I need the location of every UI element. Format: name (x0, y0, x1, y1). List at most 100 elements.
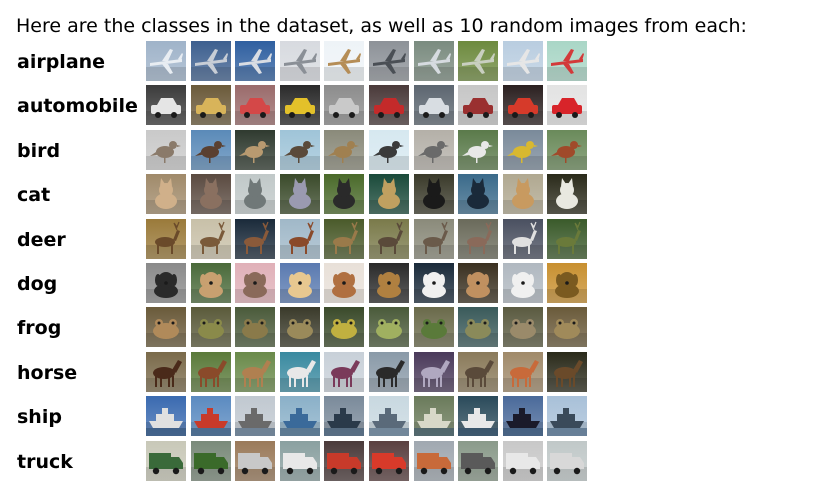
cat-icon (547, 174, 588, 215)
airplane-icon (458, 41, 499, 81)
sample-image (146, 174, 186, 215)
class-label: horse (17, 361, 78, 384)
sample-image (547, 351, 588, 392)
sample-image (235, 307, 276, 348)
car-icon (502, 85, 543, 126)
truck-icon (368, 440, 409, 481)
cat-icon (368, 174, 409, 215)
sample-image (324, 351, 365, 392)
class-label: automobile (17, 95, 138, 118)
sample-image (413, 396, 454, 437)
sample-image (235, 174, 276, 215)
ship-icon (279, 396, 320, 437)
bird-icon (235, 129, 276, 170)
bird-icon (279, 129, 320, 170)
sample-image (279, 218, 320, 259)
bird-icon (413, 129, 454, 170)
airplane-icon (547, 41, 588, 81)
airplane-icon (502, 41, 543, 81)
sample-image (413, 307, 454, 348)
sample-image (413, 174, 454, 215)
dog-icon (324, 262, 365, 303)
sample-image (502, 396, 543, 437)
dog-icon (190, 262, 231, 303)
sample-image (146, 262, 186, 303)
class-label: truck (17, 450, 73, 473)
sample-image (368, 262, 409, 303)
deer-icon (190, 218, 231, 259)
deer-icon (324, 218, 365, 259)
frog-icon (502, 307, 543, 348)
sample-image (235, 218, 276, 259)
thumbnail-strip (146, 440, 592, 481)
deer-icon (368, 218, 409, 259)
sample-image (279, 351, 320, 392)
frog-icon (368, 307, 409, 348)
ship-icon (547, 396, 588, 437)
car-icon (279, 85, 320, 126)
deer-icon (279, 218, 320, 259)
sample-image (413, 129, 454, 170)
horse-icon (235, 351, 276, 392)
frog-icon (279, 307, 320, 348)
sample-image (146, 396, 186, 437)
horse-icon (413, 351, 454, 392)
sample-image (458, 396, 499, 437)
dog-icon (502, 262, 543, 303)
sample-image (413, 440, 454, 481)
sample-image (458, 174, 499, 215)
deer-icon (547, 218, 588, 259)
sample-image (190, 129, 231, 170)
sample-image (324, 85, 365, 126)
bird-icon (324, 129, 365, 170)
frog-icon (190, 307, 231, 348)
bird-icon (502, 129, 543, 170)
sample-image (458, 440, 499, 481)
car-icon (547, 85, 588, 126)
sample-image (190, 41, 231, 81)
deer-icon (502, 218, 543, 259)
sample-image (502, 440, 543, 481)
sample-image (502, 262, 543, 303)
sample-image (235, 396, 276, 437)
sample-image (279, 129, 320, 170)
sample-image (324, 174, 365, 215)
sample-image (146, 351, 186, 392)
dog-icon (146, 262, 186, 303)
sample-image (368, 129, 409, 170)
thumbnail-strip (146, 307, 592, 348)
sample-image (458, 85, 499, 126)
class-label: frog (17, 317, 62, 340)
cat-icon (235, 174, 276, 215)
sample-image (279, 41, 320, 81)
sample-image (190, 174, 231, 215)
sample-image (190, 262, 231, 303)
airplane-icon (235, 41, 276, 81)
horse-icon (547, 351, 588, 392)
horse-icon (279, 351, 320, 392)
truck-icon (502, 440, 543, 481)
dog-icon (413, 262, 454, 303)
sample-image (324, 396, 365, 437)
sample-image (146, 307, 186, 348)
sample-image (458, 41, 499, 81)
cat-icon (146, 174, 186, 215)
sample-image (324, 41, 365, 81)
sample-image (190, 396, 231, 437)
sample-image (502, 351, 543, 392)
airplane-icon (279, 41, 320, 81)
sample-image (279, 85, 320, 126)
truck-icon (146, 440, 186, 481)
sample-image (368, 351, 409, 392)
sample-image (458, 129, 499, 170)
thumbnail-strip (146, 129, 592, 170)
frog-icon (547, 307, 588, 348)
sample-image (235, 41, 276, 81)
class-label: dog (17, 272, 58, 295)
sample-image (368, 218, 409, 259)
sample-image (547, 396, 588, 437)
sample-image (368, 85, 409, 126)
dog-icon (547, 262, 588, 303)
thumbnail-strip (146, 396, 592, 437)
sample-image (235, 440, 276, 481)
